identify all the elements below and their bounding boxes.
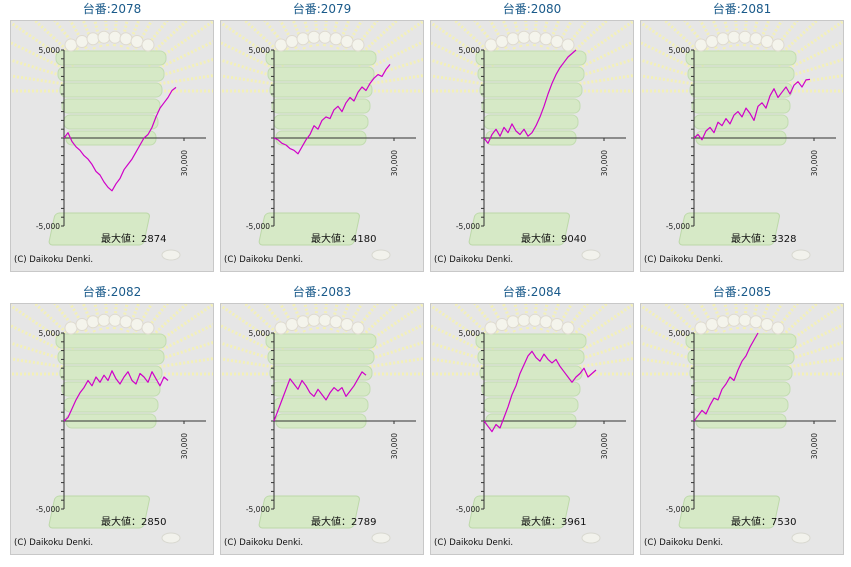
series-line: [273, 64, 391, 155]
y-tick-label-bottom: -5,000: [456, 222, 480, 231]
copyright-text: (C) Daikoku Denki.: [224, 255, 303, 265]
chart-svg: 5,000 -5,000 30,000 最大値：2850 (C) Daikoku Den…: [11, 304, 213, 548]
x-tick-label: 30,000: [180, 433, 189, 459]
x-tick-label: 30,000: [390, 150, 399, 176]
chart-svg: 5,000 -5,000 30,000 最大値：2874 (C) Daikoku Den…: [11, 21, 213, 265]
max-value-label: 最大値：3328: [731, 232, 796, 245]
y-tick-label-bottom: -5,000: [456, 505, 480, 514]
y-tick-label-top: 5,000: [249, 46, 271, 55]
max-value-label: 最大値：4180: [311, 232, 376, 245]
chart-card: 台番:2085 5,000 -5,000 30,000 最大値：7530 (C) Daik…: [640, 283, 844, 555]
max-value-label: 最大値：7530: [731, 515, 796, 528]
series-line: [483, 350, 597, 433]
chart-panel: 5,000 -5,000 30,000 最大値：2789 (C) Daikoku Den…: [220, 303, 424, 555]
y-tick-label-top: 5,000: [249, 329, 271, 338]
machine-title-link[interactable]: 台番:2084: [502, 285, 562, 299]
max-value-label: 最大値：2789: [311, 515, 376, 528]
background-art: [641, 304, 843, 544]
background-art: [11, 304, 213, 544]
series-line: [693, 332, 759, 422]
y-tick-label-top: 5,000: [669, 46, 691, 55]
chart-card: 台番:2083 5,000 -5,000 30,000 最大値：2789 (C) Daik…: [220, 283, 424, 555]
y-tick-label-bottom: -5,000: [666, 505, 690, 514]
machine-title-link[interactable]: 台番:2078: [82, 2, 142, 16]
machine-title-link[interactable]: 台番:2080: [502, 2, 562, 16]
copyright-text: (C) Daikoku Denki.: [434, 538, 513, 548]
x-tick-label: 30,000: [390, 433, 399, 459]
y-tick-label-top: 5,000: [459, 329, 481, 338]
copyright-text: (C) Daikoku Denki.: [644, 255, 723, 265]
chart-card: 台番:2080 5,000 -5,000 30,000 最大値：9040 (C) Daik…: [430, 0, 634, 272]
machine-title-link[interactable]: 台番:2079: [292, 2, 352, 16]
y-tick-label-bottom: -5,000: [36, 505, 60, 514]
copyright-text: (C) Daikoku Denki.: [14, 255, 93, 265]
x-tick-label: 30,000: [600, 433, 609, 459]
chart-svg: 5,000 -5,000 30,000 最大値：9040 (C) Daikoku Den…: [431, 21, 633, 265]
y-tick-label-bottom: -5,000: [36, 222, 60, 231]
y-tick-label-top: 5,000: [669, 329, 691, 338]
series-line: [483, 49, 577, 144]
max-value-label: 最大値：2874: [101, 232, 166, 245]
y-tick-label-top: 5,000: [459, 46, 481, 55]
series-line: [273, 371, 367, 422]
max-value-label: 最大値：2850: [101, 515, 166, 528]
max-value-label: 最大値：9040: [521, 232, 586, 245]
series-line: [63, 86, 177, 192]
y-tick-label-bottom: -5,000: [246, 222, 270, 231]
machine-title-link[interactable]: 台番:2081: [712, 2, 772, 16]
chart-panel: 5,000 -5,000 30,000 最大値：9040 (C) Daikoku Den…: [430, 20, 634, 272]
copyright-text: (C) Daikoku Denki.: [14, 538, 93, 548]
chart-panel: 5,000 -5,000 30,000 最大値：2874 (C) Daikoku Den…: [10, 20, 214, 272]
machine-title-link[interactable]: 台番:2082: [82, 285, 142, 299]
chart-panel: 5,000 -5,000 30,000 最大値：3328 (C) Daikoku Den…: [640, 20, 844, 272]
max-value-label: 最大値：3961: [521, 515, 586, 528]
copyright-text: (C) Daikoku Denki.: [434, 255, 513, 265]
y-tick-label-bottom: -5,000: [246, 505, 270, 514]
series-line: [63, 370, 169, 422]
chart-svg: 5,000 -5,000 30,000 最大値：7530 (C) Daikoku Den…: [641, 304, 843, 548]
background-art: [221, 304, 423, 544]
chart-svg: 5,000 -5,000 30,000 最大値：2789 (C) Daikoku Den…: [221, 304, 423, 548]
chart-card: 台番:2078 5,000 -5,000 30,000 最大値：2874 (C) Daik…: [10, 0, 214, 272]
background-art: [431, 21, 633, 261]
chart-card: 台番:2082 5,000 -5,000 30,000 最大値：2850 (C) Daik…: [10, 283, 214, 555]
background-art: [431, 304, 633, 544]
chart-card: 台番:2079 5,000 -5,000 30,000 最大値：4180 (C) Daik…: [220, 0, 424, 272]
copyright-text: (C) Daikoku Denki.: [644, 538, 723, 548]
machine-title-link[interactable]: 台番:2085: [712, 285, 772, 299]
series-line: [693, 78, 811, 141]
machine-title-link[interactable]: 台番:2083: [292, 285, 352, 299]
x-tick-label: 30,000: [180, 150, 189, 176]
chart-panel: 5,000 -5,000 30,000 最大値：2850 (C) Daikoku Den…: [10, 303, 214, 555]
chart-svg: 5,000 -5,000 30,000 最大値：3961 (C) Daikoku Den…: [431, 304, 633, 548]
y-tick-label-bottom: -5,000: [666, 222, 690, 231]
chart-panel: 5,000 -5,000 30,000 最大値：3961 (C) Daikoku Den…: [430, 303, 634, 555]
y-tick-label-top: 5,000: [39, 46, 61, 55]
chart-panel: 5,000 -5,000 30,000 最大値：7530 (C) Daikoku Den…: [640, 303, 844, 555]
chart-panel: 5,000 -5,000 30,000 最大値：4180 (C) Daikoku Den…: [220, 20, 424, 272]
chart-card: 台番:2084 5,000 -5,000 30,000 最大値：3961 (C) Daik…: [430, 283, 634, 555]
x-tick-label: 30,000: [600, 150, 609, 176]
copyright-text: (C) Daikoku Denki.: [224, 538, 303, 548]
y-tick-label-top: 5,000: [39, 329, 61, 338]
chart-svg: 5,000 -5,000 30,000 最大値：4180 (C) Daikoku Den…: [221, 21, 423, 265]
chart-card: 台番:2081 5,000 -5,000 30,000 最大値：3328 (C) Daik…: [640, 0, 844, 272]
x-tick-label: 30,000: [810, 433, 819, 459]
x-tick-label: 30,000: [810, 150, 819, 176]
chart-svg: 5,000 -5,000 30,000 最大値：3328 (C) Daikoku Den…: [641, 21, 843, 265]
